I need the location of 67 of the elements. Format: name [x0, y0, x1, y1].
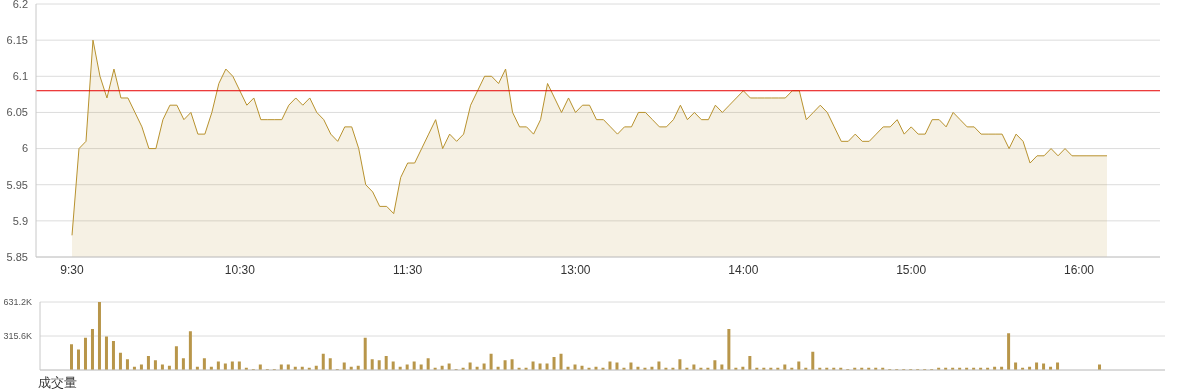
bar	[552, 357, 556, 370]
bar	[146, 355, 150, 370]
bar	[188, 331, 192, 370]
bar	[1035, 362, 1039, 370]
bar	[230, 361, 234, 370]
x-tick-label: 10:30	[224, 262, 256, 277]
y-tick-label: 631.2K	[3, 297, 32, 308]
y-tick-label: 315.6K	[3, 331, 32, 342]
bar	[412, 361, 416, 370]
y-tick-label: 6.05	[6, 106, 28, 119]
bar	[426, 358, 430, 370]
y-tick-label: 5.9	[12, 214, 28, 227]
bar	[811, 351, 815, 370]
x-axis-title: 成交量	[38, 374, 77, 392]
bar	[202, 358, 206, 370]
x-tick-label: 14:00	[728, 262, 759, 277]
bar	[104, 336, 108, 370]
bar	[713, 360, 717, 370]
bar	[90, 329, 94, 370]
bar	[1014, 362, 1018, 370]
x-tick-label: 16:00	[1064, 262, 1095, 277]
bar	[237, 361, 241, 370]
bar	[377, 360, 381, 370]
bar	[531, 361, 535, 370]
bar	[615, 362, 619, 370]
bar	[503, 360, 507, 370]
bar	[748, 355, 752, 370]
bar	[489, 353, 493, 370]
bar	[174, 346, 178, 370]
bar	[76, 349, 80, 370]
bar	[118, 352, 122, 370]
bar	[727, 329, 731, 370]
x-tick-label: 15:00	[896, 262, 927, 277]
bar	[678, 359, 682, 370]
bar	[559, 353, 563, 370]
bar	[384, 355, 388, 370]
y-tick-label: 5.95	[6, 178, 28, 191]
y-tick-label: 6.15	[6, 34, 28, 47]
y-tick-label: 6	[21, 142, 28, 155]
bar	[342, 362, 346, 370]
bar	[321, 353, 325, 370]
bar	[391, 361, 395, 370]
bar	[328, 358, 332, 370]
bar	[216, 361, 220, 370]
bar	[657, 361, 661, 370]
bar	[370, 359, 374, 370]
bar	[1056, 362, 1060, 370]
x-tick-label: 13:00	[560, 262, 591, 277]
y-tick-label: 6.1	[12, 70, 28, 83]
bar	[83, 337, 87, 370]
bar	[111, 340, 115, 370]
y-tick-label: 5.85	[6, 250, 28, 263]
x-tick-label: 9:30	[60, 262, 84, 277]
bar	[363, 337, 367, 370]
bar	[629, 362, 633, 370]
bar	[97, 302, 101, 370]
bar	[468, 362, 472, 370]
bar	[510, 359, 514, 370]
bar	[1007, 333, 1011, 370]
bar	[797, 361, 801, 370]
x-tick-label: 11:30	[393, 262, 423, 277]
bar	[181, 358, 185, 370]
bar	[608, 361, 612, 370]
bar	[125, 359, 129, 370]
bar	[153, 360, 157, 370]
y-tick-label: 6.2	[12, 0, 28, 10]
bar	[70, 344, 73, 370]
